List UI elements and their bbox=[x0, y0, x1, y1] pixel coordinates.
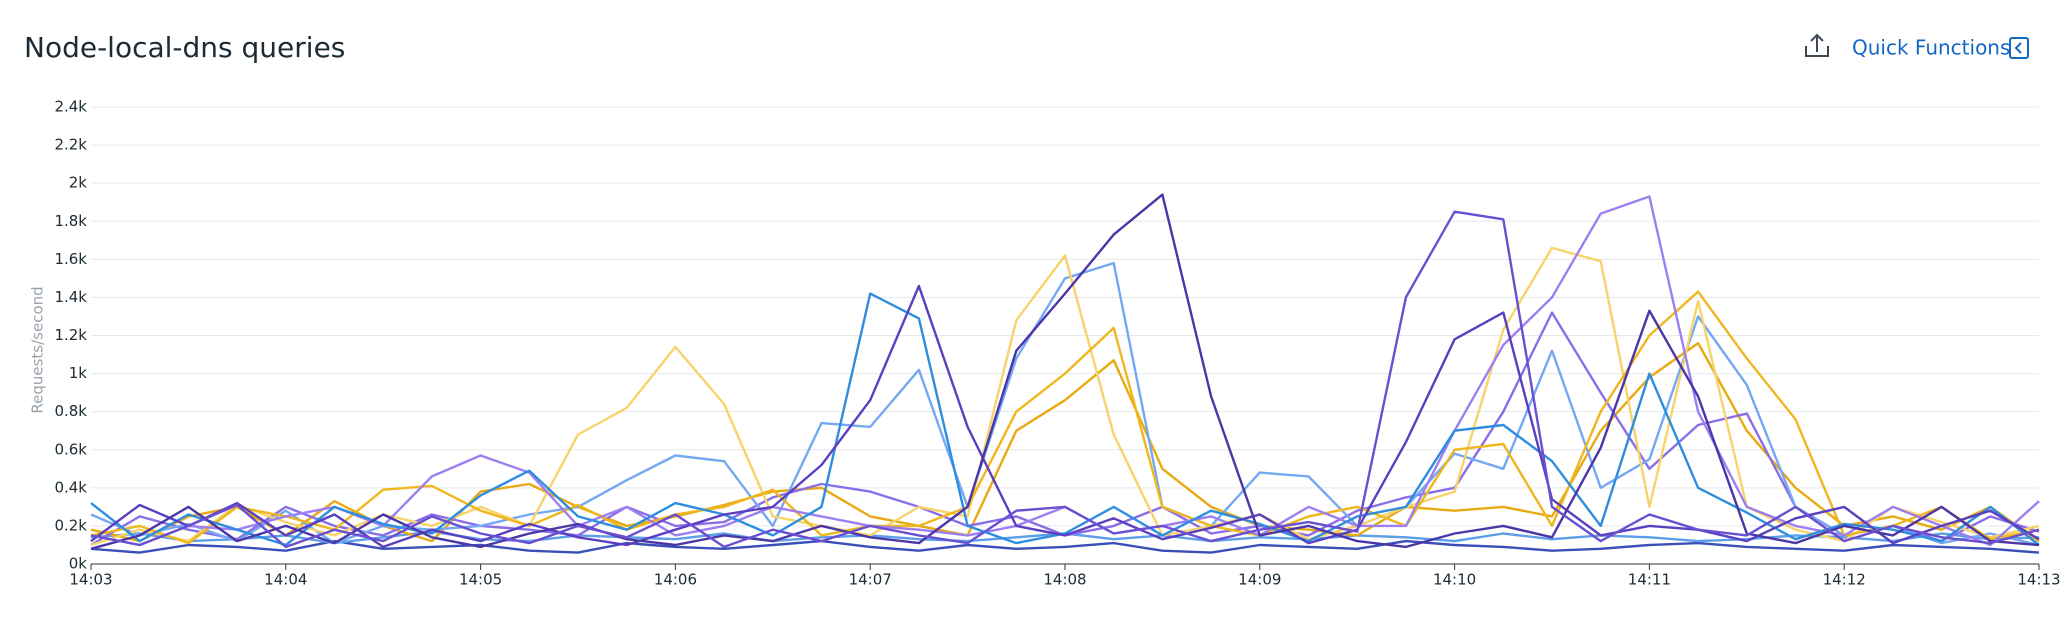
series-line bbox=[90, 284, 2040, 549]
series-line bbox=[90, 210, 2040, 549]
y-tick-label: 0.8k bbox=[54, 402, 87, 420]
x-tick-label: 14:13 bbox=[2017, 571, 2060, 589]
x-tick-label: 14:08 bbox=[1043, 571, 1086, 589]
y-tick-label: 2.4k bbox=[54, 98, 87, 116]
export-icon[interactable] bbox=[1805, 33, 1829, 57]
y-tick-label: 0k bbox=[69, 555, 88, 573]
series-line bbox=[90, 193, 2040, 550]
y-tick-label: 0.2k bbox=[54, 516, 87, 534]
y-tick-label: 2.2k bbox=[54, 136, 87, 154]
export-tray bbox=[1805, 46, 1829, 57]
export-arrow bbox=[1810, 33, 1824, 52]
y-tick-label: 0.4k bbox=[54, 478, 87, 496]
x-tick-label: 14:07 bbox=[849, 571, 892, 589]
series-line bbox=[90, 539, 2040, 554]
y-tick-label: 1.8k bbox=[54, 212, 87, 230]
x-tick-label: 14:12 bbox=[1823, 571, 1866, 589]
y-axis-label: Requests/second bbox=[29, 286, 47, 413]
panel-box bbox=[2009, 37, 2029, 59]
x-tick-label: 14:06 bbox=[654, 571, 697, 589]
x-tick-label: 14:03 bbox=[69, 571, 112, 589]
series-line bbox=[90, 290, 2040, 545]
chart-title: Node-local-dns queries bbox=[24, 31, 345, 64]
y-tick-label: 1.6k bbox=[54, 250, 87, 268]
quick-functions[interactable]: Quick Functions bbox=[1852, 36, 2010, 60]
series-line bbox=[90, 246, 2040, 547]
y-tick-label: 1k bbox=[69, 364, 88, 382]
x-tick-label: 14:11 bbox=[1628, 571, 1671, 589]
y-tick-label: 0.6k bbox=[54, 440, 87, 458]
x-tick-label: 14:09 bbox=[1238, 571, 1281, 589]
x-tick-label: 14:04 bbox=[264, 571, 307, 589]
y-tick-label: 1.4k bbox=[54, 288, 87, 306]
series-line bbox=[90, 195, 2040, 547]
x-tick-label: 14:05 bbox=[459, 571, 502, 589]
y-tick-label: 2k bbox=[69, 174, 88, 192]
panel-icon[interactable] bbox=[2009, 37, 2029, 59]
panel-arrow bbox=[2014, 42, 2022, 54]
y-tick-label: 1.2k bbox=[54, 326, 87, 344]
x-tick-label: 14:10 bbox=[1433, 571, 1476, 589]
